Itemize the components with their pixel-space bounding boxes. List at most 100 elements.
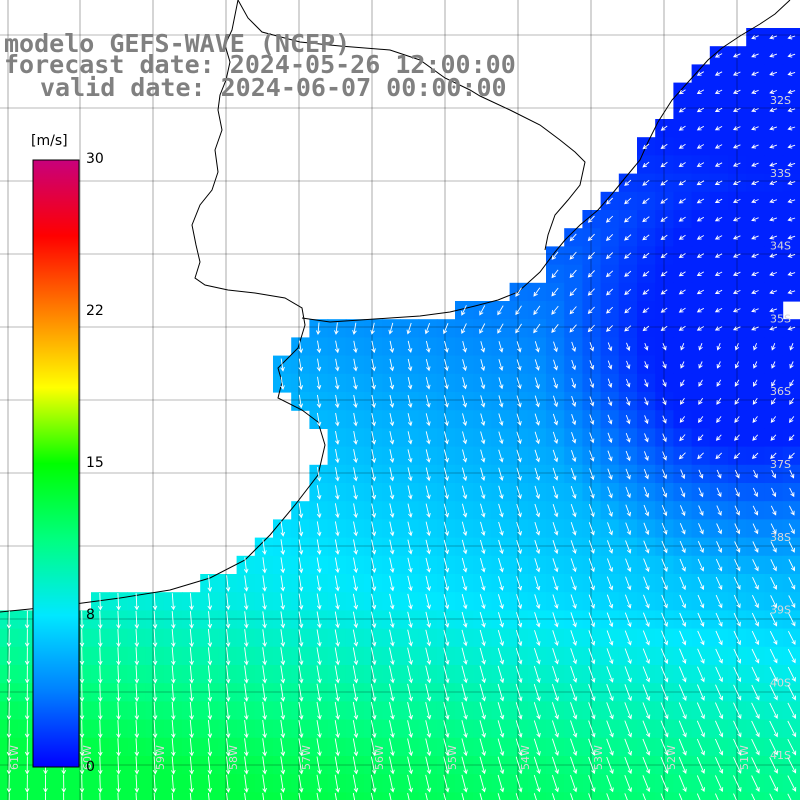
- wind-arrow: [679, 576, 686, 591]
- wind-arrow: [734, 397, 740, 405]
- wind-arrow: [678, 702, 687, 720]
- wind-arrow: [697, 541, 704, 554]
- wind-arrow: [534, 576, 541, 591]
- wind-arrow: [152, 701, 158, 721]
- wind-arrow: [716, 343, 721, 351]
- wind-arrow: [461, 720, 468, 739]
- wind-arrow: [789, 397, 795, 405]
- wind-arrow: [371, 485, 377, 500]
- wind-arrow: [534, 359, 540, 371]
- wind-arrow: [714, 289, 723, 295]
- wind-arrow: [660, 234, 668, 241]
- wind-arrow: [678, 180, 686, 186]
- wind-arrow: [316, 412, 322, 427]
- wind-arrow: [660, 161, 668, 168]
- wind-arrow: [24, 774, 30, 793]
- wind-arrow: [732, 144, 741, 149]
- wind-arrow: [353, 412, 358, 427]
- wind-arrow: [751, 793, 756, 800]
- wind-arrow: [696, 125, 705, 131]
- longitude-label: 54W: [519, 745, 532, 770]
- wind-arrow: [787, 702, 797, 719]
- wind-arrow: [280, 701, 286, 721]
- wind-arrow: [534, 395, 540, 408]
- wind-arrow: [698, 397, 704, 405]
- wind-arrow: [696, 216, 705, 222]
- wind-arrow: [679, 416, 686, 423]
- wind-arrow: [116, 683, 121, 702]
- wind-arrow: [498, 485, 504, 500]
- wind-arrow: [533, 305, 541, 316]
- speed-cell: [546, 792, 565, 800]
- wind-arrow: [316, 521, 322, 537]
- wind-arrow: [262, 792, 265, 800]
- wind-arrow: [134, 647, 140, 666]
- wind-arrow: [769, 702, 778, 719]
- wind-arrow: [551, 269, 559, 279]
- wind-arrow: [769, 89, 778, 94]
- wind-arrow: [732, 71, 741, 76]
- wind-arrow: [6, 720, 12, 739]
- wind-arrow: [371, 575, 377, 592]
- wind-arrow: [570, 702, 578, 720]
- wind-arrow: [97, 592, 103, 611]
- wind-arrow: [769, 720, 778, 738]
- wind-arrow: [515, 665, 523, 684]
- wind-arrow: [732, 89, 741, 94]
- wind-arrow: [461, 593, 468, 610]
- wind-arrow: [696, 757, 705, 774]
- wind-arrow: [769, 71, 778, 76]
- wind-arrow: [680, 379, 685, 387]
- wind-arrow: [679, 594, 687, 609]
- wind-arrow: [461, 485, 468, 500]
- wind-arrow: [262, 738, 267, 757]
- wind-arrow: [552, 540, 559, 555]
- wind-arrow: [642, 161, 650, 168]
- speed-cell: [782, 610, 800, 630]
- wind-arrow: [787, 271, 796, 277]
- wind-arrow: [660, 271, 668, 277]
- wind-arrow: [134, 593, 140, 611]
- wind-arrow: [280, 720, 286, 739]
- wind-arrow: [625, 414, 631, 425]
- wind-arrow: [660, 684, 669, 701]
- wind-arrow: [189, 756, 194, 775]
- wind-arrow: [678, 793, 683, 800]
- wind-arrow: [443, 593, 450, 610]
- wind-arrow: [716, 379, 722, 387]
- wind-arrow: [425, 593, 431, 610]
- wind-arrow: [516, 467, 522, 481]
- wind-arrow: [334, 720, 340, 739]
- wind-arrow: [570, 720, 578, 738]
- longitude-label: 56W: [373, 745, 386, 770]
- wind-arrow: [6, 610, 12, 630]
- wind-arrow: [116, 647, 121, 666]
- wind-arrow: [116, 629, 121, 648]
- wind-arrow: [515, 323, 522, 334]
- wind-arrow: [734, 343, 740, 351]
- wind-arrow: [787, 216, 796, 222]
- wind-arrow: [733, 648, 742, 664]
- wind-arrow: [696, 162, 705, 167]
- wind-arrow: [335, 449, 340, 464]
- wind-arrow: [588, 702, 596, 720]
- wind-arrow: [225, 756, 231, 775]
- wind-arrow: [606, 720, 614, 738]
- wind-arrow: [461, 575, 468, 592]
- wind-arrow: [117, 792, 119, 800]
- speed-cell: [145, 792, 165, 800]
- wind-arrow: [334, 412, 340, 427]
- wind-arrow: [425, 557, 431, 573]
- wind-arrow: [789, 379, 794, 387]
- wind-arrow: [770, 523, 777, 535]
- wind-arrow: [679, 612, 687, 627]
- wind-arrow: [371, 358, 376, 372]
- wind-arrow: [516, 341, 522, 353]
- wind-arrow: [370, 701, 377, 720]
- wind-arrow: [642, 612, 650, 628]
- wind-arrow: [787, 71, 796, 76]
- wind-arrow: [497, 305, 504, 316]
- wind-arrow: [171, 629, 176, 648]
- wind-arrow: [606, 558, 614, 573]
